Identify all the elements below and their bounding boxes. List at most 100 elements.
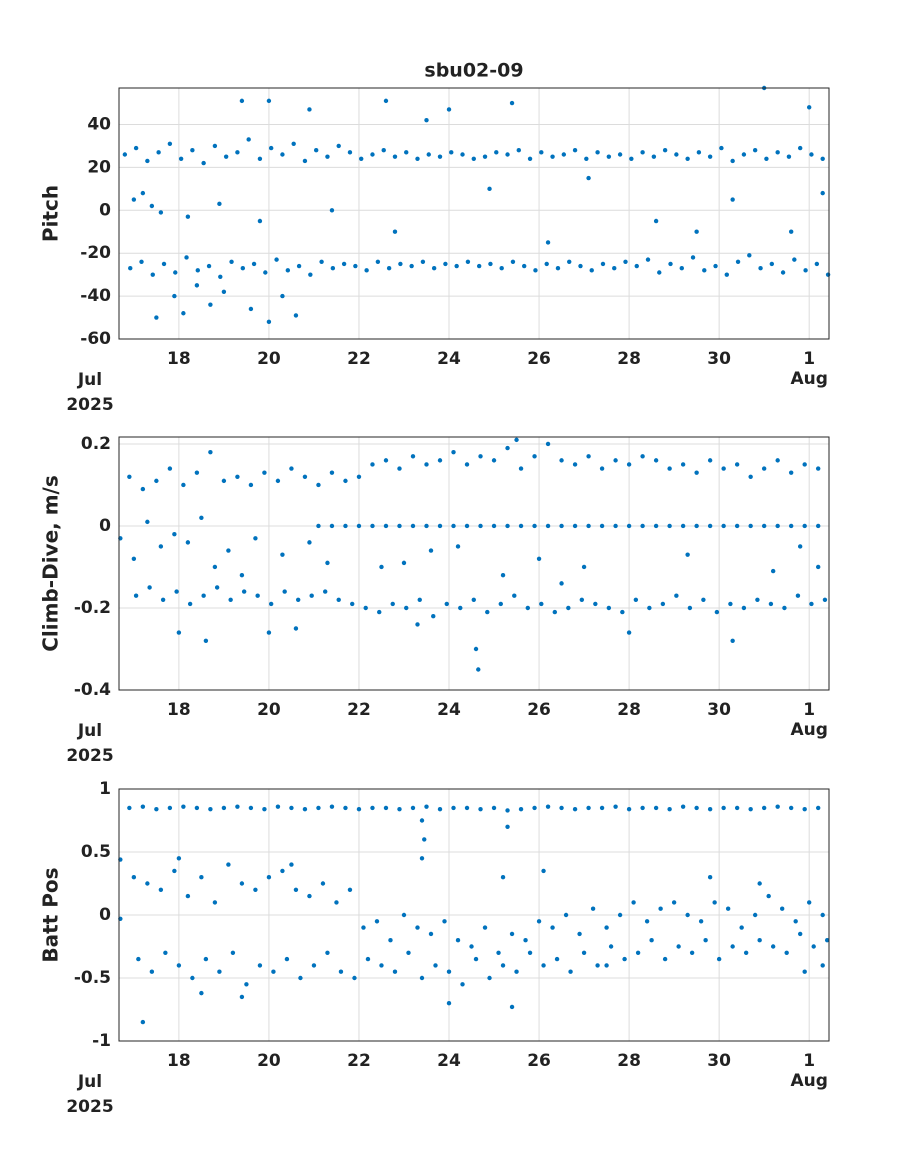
data-point [455,938,461,943]
y-tick-label: 0.5 [81,842,111,862]
data-point [298,975,303,981]
data-point [770,568,776,574]
data-point [516,148,521,153]
x-start-label: Jul [77,370,102,390]
data-point [554,956,560,962]
data-point [323,589,328,594]
data-point [757,881,762,886]
data-point [370,523,375,529]
data-point [577,931,582,937]
data-point [572,148,578,153]
data-point [505,152,510,157]
data-point [653,458,659,463]
data-point [433,963,438,968]
data-point [803,268,808,273]
data-point [251,261,257,267]
data-point [487,975,492,981]
x-tick-label: 20 [257,349,281,369]
data-point [266,630,272,635]
data-point [545,441,551,447]
data-point [623,259,628,264]
plot-area [119,437,829,690]
data-point [150,272,155,277]
data-point [761,805,767,811]
data-point [289,466,294,471]
data-point [390,601,395,607]
data-point [203,956,209,962]
data-point [325,560,330,566]
data-point [139,259,144,264]
data-point [633,597,639,602]
data-point [253,536,258,541]
x-year-label: 2025 [66,1097,113,1117]
data-point [689,950,695,955]
data-point [730,638,735,643]
axes-box [118,87,830,340]
data-point [667,466,672,471]
data-point [307,893,312,899]
data-point [464,462,470,467]
data-point [239,572,245,578]
data-point [518,806,524,812]
data-point [417,597,422,602]
data-point [428,931,434,937]
data-point [545,804,551,809]
data-point [485,609,490,615]
data-point [527,156,533,161]
data-point [703,938,708,943]
data-point [338,969,344,974]
data-point [158,210,164,215]
data-point [190,148,195,153]
data-point [766,893,771,899]
data-point [719,145,724,151]
data-point [190,975,195,981]
data-point [820,156,825,161]
data-point [206,263,212,269]
data-point [176,856,182,861]
data-point [478,806,483,812]
data-point [559,458,564,463]
data-point [599,805,605,811]
data-point [541,963,546,968]
data-point [494,150,499,155]
data-point [241,589,247,594]
data-point [320,881,326,886]
data-point [567,259,572,264]
data-point [586,523,591,529]
data-point [685,912,690,918]
data-point [392,969,398,974]
data-point [460,152,465,157]
data-point [266,98,272,104]
axes-box [118,788,830,1042]
panel: 18 20 22 24 26 28 30 1Aug-1-0.500.51Jul2025Batt… [39,779,830,1117]
data-point [257,963,263,968]
data-point [401,560,407,566]
data-point [505,808,510,813]
data-point [221,805,227,811]
data-point [668,261,673,267]
data-point [730,197,735,202]
data-point [128,266,133,271]
data-point [239,994,245,1000]
data-point [172,531,177,537]
data-point [559,581,564,586]
data-point [424,804,429,809]
data-point [419,975,425,981]
data-point [563,912,569,918]
data-point [329,208,335,213]
data-point [316,482,321,488]
data-point [308,272,313,277]
data-point [203,638,209,643]
data-point [815,564,821,570]
data-point [824,938,830,943]
data-point [815,466,821,471]
data-point [701,597,706,602]
data-point [586,175,591,181]
data-point [545,240,551,245]
data-point [285,268,291,273]
data-point [343,478,348,484]
data-point [687,605,693,611]
x-tick-label: 18 [167,349,191,369]
